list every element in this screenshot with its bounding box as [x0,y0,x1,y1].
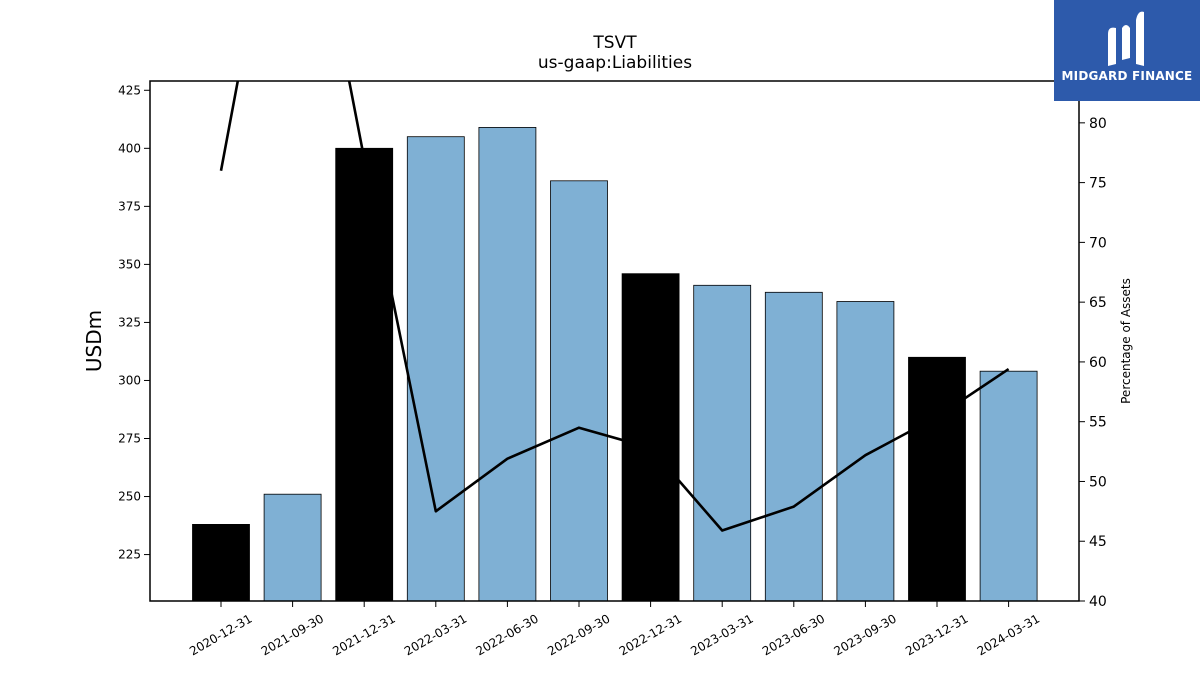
y-axis-right: 40 45 50 55 60 65 70 75 80 [1079,116,1107,610]
y-tick-label-325: 325 [118,315,141,329]
y2-tick-label-60: 60 [1089,355,1107,371]
bar-2023-12-31 [908,356,966,601]
bar-2020-12-31 [192,524,250,601]
y2-tick-label-40: 40 [1089,594,1107,610]
x-axis: 2020-12-31 2021-09-30 2021-12-31 2022-03-31… [187,601,1042,658]
bar-2023-03-31 [693,284,752,601]
y2-tick-label-80: 80 [1089,116,1107,132]
plot-frame [149,80,1080,602]
bar-2024-03-31 [979,370,1038,601]
x-tick-label-2020-12-31: 2020-12-31 [187,611,254,658]
x-tick-label-2024-03-31: 2024-03-31 [975,611,1042,658]
bar-2023-09-30 [836,301,895,601]
y2-tick-label-65: 65 [1089,295,1107,311]
y-tick-label-250: 250 [118,490,141,504]
y-axis-label: USDm [82,310,106,372]
y-tick-label-350: 350 [118,257,141,271]
line-series [219,81,1010,532]
bar-2023-06-30 [764,291,823,601]
bar-2022-12-31 [621,273,680,601]
y2-tick-label-55: 55 [1089,415,1107,431]
percentage-line [219,81,1010,532]
y2-tick-label-45: 45 [1089,534,1107,550]
y2-tick-label-75: 75 [1089,176,1107,192]
midgard-finance-logo: MIDGARD FINANCE [1054,0,1200,101]
bar-2022-06-30 [478,127,537,601]
bar-2022-03-31 [406,136,465,601]
x-tick-label-2023-03-31: 2023-03-31 [688,611,755,658]
y-tick-label-425: 425 [118,83,141,97]
y-tick-label-375: 375 [118,199,141,213]
y-axis-left: 225 250 275 300 325 350 375 400 425 [118,83,150,562]
y2-axis-label: Percentage of Assets [1119,278,1133,404]
x-tick-label-2023-09-30: 2023-09-30 [831,611,898,658]
y-tick-label-225: 225 [118,548,141,562]
bar-2022-09-30 [550,180,608,601]
y2-tick-label-50: 50 [1089,474,1107,490]
x-tick-label-2021-12-31: 2021-12-31 [330,611,397,658]
y-tick-label-400: 400 [118,141,141,155]
x-tick-label-2022-12-31: 2022-12-31 [617,611,684,658]
y-tick-label-275: 275 [118,432,141,446]
x-tick-label-2021-09-30: 2021-09-30 [259,611,326,658]
x-tick-label-2023-12-31: 2023-12-31 [903,611,970,658]
y-tick-label-300: 300 [118,373,141,387]
x-tick-label-2023-06-30: 2023-06-30 [760,611,827,658]
bar-series [192,127,1038,601]
chart-title: TSVT [592,33,637,53]
x-tick-label-2022-06-30: 2022-06-30 [473,611,540,658]
x-tick-label-2022-09-30: 2022-09-30 [545,611,612,658]
logo-mark-icon [1108,11,1144,67]
chart-subtitle: us-gaap:Liabilities [538,53,692,73]
y2-tick-label-70: 70 [1089,235,1107,251]
x-tick-label-2022-03-31: 2022-03-31 [402,611,469,658]
logo-text: MIDGARD FINANCE [1061,69,1193,83]
bar-2021-09-30 [263,493,322,601]
bar-2021-12-31 [335,147,394,601]
